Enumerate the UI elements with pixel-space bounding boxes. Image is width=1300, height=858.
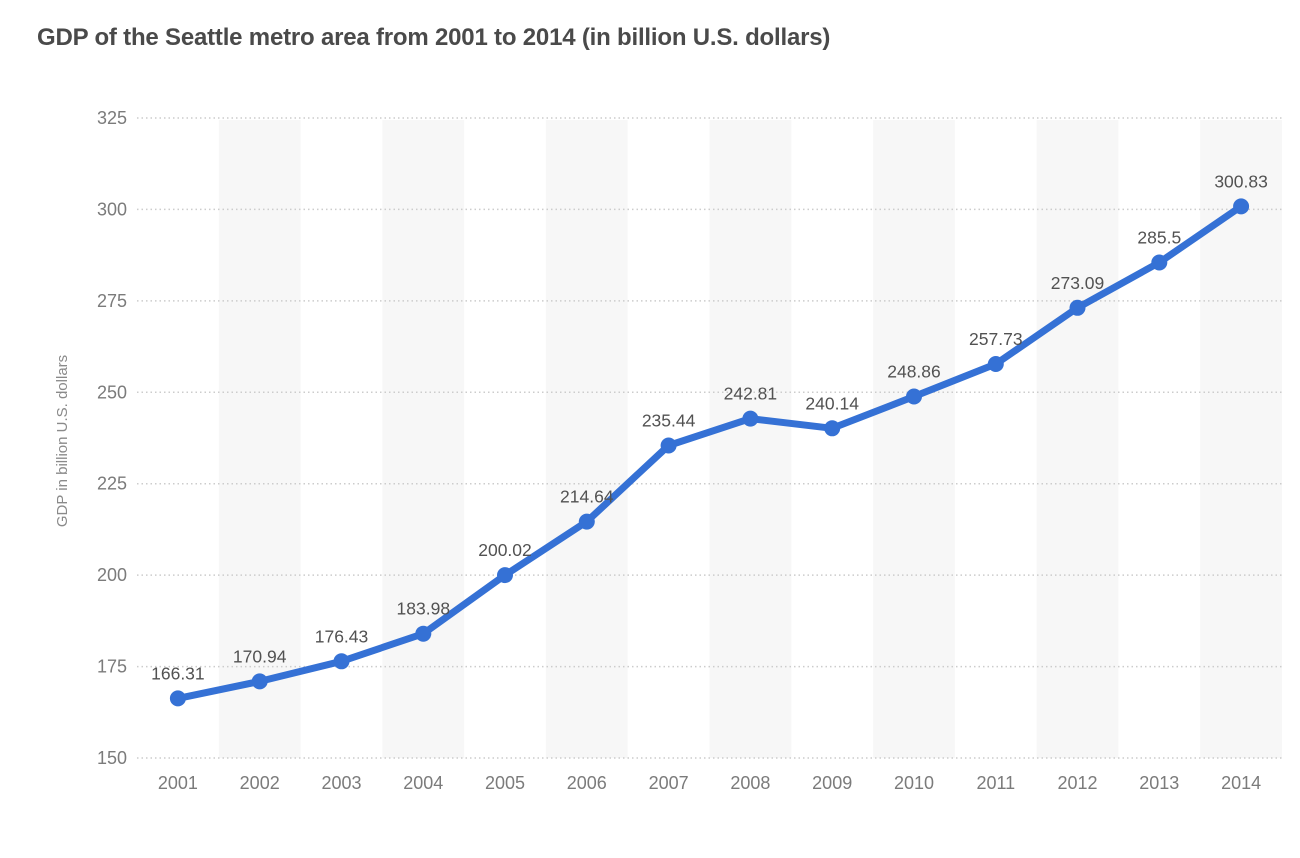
data-point-label: 200.02 <box>478 540 532 560</box>
data-point-label: 170.94 <box>233 646 287 666</box>
y-tick-label: 200 <box>97 565 127 585</box>
data-point-label: 248.86 <box>887 362 941 382</box>
data-point[interactable] <box>1233 198 1250 215</box>
x-tick-label: 2011 <box>976 773 1015 793</box>
x-tick-label: 2001 <box>158 773 198 793</box>
data-point-label: 285.5 <box>1137 228 1181 248</box>
data-point[interactable] <box>987 356 1004 372</box>
data-point-label: 300.83 <box>1214 171 1268 191</box>
data-point[interactable] <box>251 673 268 690</box>
x-tick-label: 2003 <box>321 773 361 793</box>
y-tick-label: 150 <box>97 748 127 768</box>
x-tick-label: 2012 <box>1057 773 1097 793</box>
data-point-label: 166.31 <box>151 663 205 683</box>
y-axis-title: GDP in billion U.S. dollars <box>54 355 71 527</box>
data-point[interactable] <box>1069 299 1086 316</box>
data-point[interactable] <box>1151 254 1168 271</box>
y-tick-label: 175 <box>97 657 127 677</box>
x-tick-label: 2014 <box>1221 773 1261 793</box>
data-point-label: 235.44 <box>642 411 696 431</box>
y-tick-label: 225 <box>97 474 127 494</box>
data-point-label: 257.73 <box>969 329 1023 349</box>
data-point[interactable] <box>169 690 186 707</box>
data-point-label: 176.43 <box>315 626 369 646</box>
column-band <box>873 120 955 758</box>
x-tick-label: 2006 <box>567 773 607 793</box>
y-tick-label: 325 <box>97 108 127 128</box>
x-tick-label: 2002 <box>240 773 280 793</box>
data-point-label: 273.09 <box>1051 273 1105 293</box>
data-point-label: 242.81 <box>724 384 778 404</box>
column-band <box>218 120 301 758</box>
chart-title: GDP of the Seattle metro area from 2001 … <box>37 24 831 51</box>
data-point[interactable] <box>415 625 432 642</box>
y-tick-label: 250 <box>97 382 127 402</box>
data-point[interactable] <box>333 653 350 670</box>
y-tick-label: 275 <box>97 291 127 311</box>
x-tick-label: 2008 <box>730 773 770 793</box>
y-tick-label: 300 <box>97 199 127 219</box>
data-point-label: 240.14 <box>805 393 859 413</box>
column-band <box>382 120 465 758</box>
data-point[interactable] <box>824 420 841 437</box>
data-point[interactable] <box>742 410 759 427</box>
data-point-label: 214.64 <box>560 487 614 507</box>
column-band <box>545 120 628 758</box>
column-band <box>1200 120 1282 758</box>
data-point[interactable] <box>578 513 595 530</box>
x-tick-label: 2010 <box>894 773 934 793</box>
data-point-label: 183.98 <box>397 599 451 619</box>
data-point[interactable] <box>906 388 922 405</box>
column-band <box>1036 120 1119 758</box>
x-tick-label: 2007 <box>649 773 689 793</box>
x-tick-label: 2005 <box>485 773 525 793</box>
column-band <box>709 120 792 758</box>
x-tick-label: 2004 <box>403 773 443 793</box>
data-point[interactable] <box>660 437 677 454</box>
x-tick-label: 2009 <box>812 773 852 793</box>
line-series <box>174 202 1245 702</box>
data-point[interactable] <box>497 567 513 584</box>
x-tick-label: 2013 <box>1139 773 1179 793</box>
